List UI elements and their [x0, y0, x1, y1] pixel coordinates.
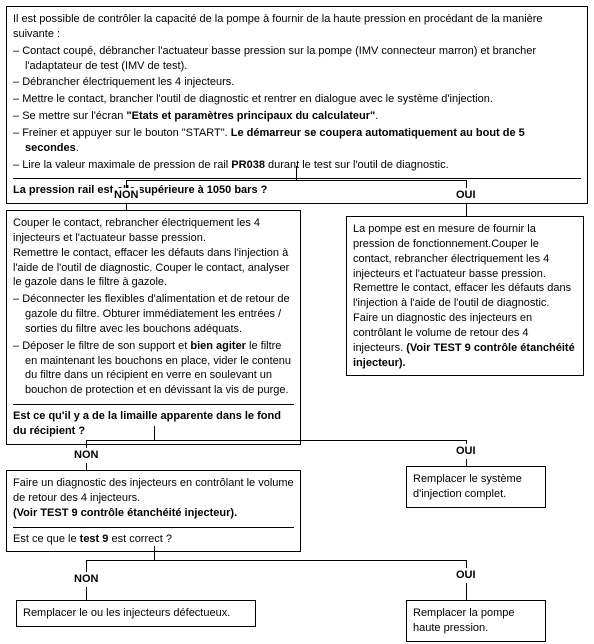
- no1-line2: Remettre le contact, effacer les défauts…: [13, 246, 294, 291]
- label-no-1: NON: [112, 188, 140, 203]
- no2-line1: Faire un diagnostic des injecteurs en co…: [13, 476, 294, 506]
- question-3: Est ce que le test 9 est correct ?: [13, 527, 294, 547]
- yes3-text: Remplacer la pompe haute pression.: [413, 607, 515, 634]
- yes1-line1: La pompe est en mesure de fournir la pre…: [353, 222, 577, 281]
- no2-line1b: (Voir TEST 9 contrôle étanchéité injecte…: [13, 506, 294, 521]
- question-1: La pression rail est-elle supérieure à 1…: [13, 178, 581, 198]
- intro-item-1: Contact coupé, débrancher l'actuateur ba…: [25, 44, 581, 74]
- intro-item-3: Mettre le contact, brancher l'outil de d…: [25, 92, 581, 107]
- label-no-3: NON: [72, 572, 100, 587]
- box-yes-3: Remplacer la pompe haute pression.: [406, 600, 546, 642]
- yes2-text: Remplacer le système d'injection complet…: [413, 473, 522, 500]
- no1-line1: Couper le contact, rebrancher électrique…: [13, 216, 294, 246]
- box-no-3: Remplacer le ou les injecteurs défectueu…: [16, 600, 256, 627]
- intro-item-2: Débrancher électriquement les 4 injecteu…: [25, 75, 581, 90]
- intro-item-5: Freiner et appuyer sur le bouton "START"…: [25, 126, 581, 156]
- box-intro: Il est possible de contrôler la capacité…: [6, 6, 588, 204]
- box-no-1: Couper le contact, rebrancher électrique…: [6, 210, 301, 445]
- no1-item2: Déposer le filtre de son support et bien…: [25, 339, 294, 398]
- box-no-2: Faire un diagnostic des injecteurs en co…: [6, 470, 301, 552]
- flowchart: Il est possible de contrôler la capacité…: [6, 6, 588, 638]
- label-yes-2: OUI: [454, 444, 478, 459]
- box-yes-1: La pompe est en mesure de fournir la pre…: [346, 216, 584, 376]
- yes1-line2: Remettre le contact, effacer les défauts…: [353, 281, 577, 311]
- label-yes-3: OUI: [454, 568, 478, 583]
- intro-item-4: Se mettre sur l'écran "Etats et paramètr…: [25, 109, 581, 124]
- label-yes-1: OUI: [454, 188, 478, 203]
- no1-item1: Déconnecter les flexibles d'alimentation…: [25, 292, 294, 337]
- box-yes-2: Remplacer le système d'injection complet…: [406, 466, 546, 508]
- no3-text: Remplacer le ou les injecteurs défectueu…: [23, 607, 230, 619]
- intro-text: Il est possible de contrôler la capacité…: [13, 12, 581, 42]
- intro-item-6: Lire la valeur maximale de pression de r…: [25, 158, 581, 173]
- label-no-2: NON: [72, 448, 100, 463]
